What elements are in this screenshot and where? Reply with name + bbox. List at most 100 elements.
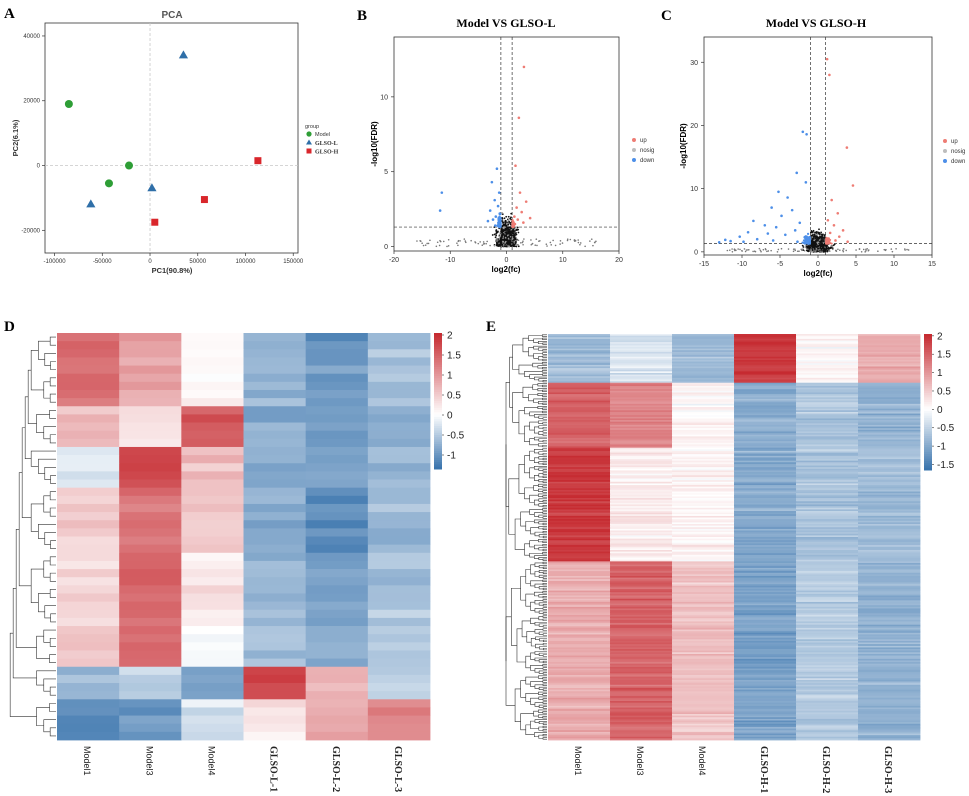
volcano-b-down-point — [440, 191, 444, 194]
volcano-b-nosig-point — [566, 238, 569, 241]
heatmap-e-dendrogram-branch — [525, 693, 539, 702]
heatmap-d-cell — [305, 723, 369, 733]
heatmap-e-cell — [796, 428, 859, 431]
heatmap-e-cell — [610, 434, 673, 437]
heatmap-d-cell — [243, 487, 307, 497]
volcano-b-nosig-point — [494, 236, 497, 239]
heatmap-d-cell — [181, 520, 244, 529]
heatmap-e-cell — [796, 520, 859, 523]
heatmap-e-colorbar-segment — [924, 426, 932, 430]
heatmap-d-cell — [305, 650, 369, 659]
heatmap-e-cell — [734, 662, 797, 665]
heatmap-e-cell — [672, 611, 735, 614]
heatmap-d-cell — [119, 666, 182, 676]
pca-point-glso-h — [151, 218, 159, 226]
heatmap-e-cell — [796, 733, 859, 736]
heatmap-e-cell — [734, 540, 797, 543]
volcano-b-nosig-point — [479, 241, 482, 243]
heatmap-d-column-label: GLSO-L-2 — [330, 746, 341, 792]
heatmap-e-cell — [672, 650, 735, 653]
heatmap-e-cell — [734, 392, 797, 395]
heatmap-e-cell — [672, 718, 735, 721]
heatmap-e-cell — [672, 676, 735, 679]
heatmap-e-cell — [548, 408, 611, 411]
heatmap-e-cell — [610, 613, 673, 616]
heatmap-d-cell — [367, 446, 431, 456]
heatmap-d-colorbar-segment — [434, 401, 442, 404]
volcano-b-nosig-point — [577, 241, 580, 244]
heatmap-e-cell — [548, 736, 611, 739]
heatmap-e-cell — [858, 415, 921, 418]
heatmap-e-dendrogram-branch — [542, 410, 547, 414]
heatmap-e-cell — [734, 387, 797, 390]
heatmap-d-dendrogram-branch — [49, 507, 56, 517]
heatmap-e-cell — [734, 402, 797, 405]
heatmap-d-cell — [57, 422, 120, 432]
heatmap-e-cell — [858, 678, 921, 681]
heatmap-e-cell — [610, 488, 673, 491]
heatmap-e-cell — [734, 712, 797, 715]
heatmap-e-cell — [672, 562, 735, 566]
volcano-c-nosig-point — [818, 239, 821, 241]
heatmap-e-cell — [858, 647, 921, 650]
heatmap-e-cell — [734, 377, 797, 380]
panel-letter-e: E — [486, 319, 496, 335]
heatmap-e-cell — [672, 725, 735, 728]
heatmap-e-cell — [858, 353, 921, 356]
volcano-c-down-point — [790, 208, 794, 212]
heatmap-e-cell — [734, 444, 797, 447]
heatmap-d-cell — [57, 495, 120, 505]
heatmap-d-cell — [119, 674, 182, 684]
volcano-b-nosig-point — [579, 242, 582, 244]
heatmap-e-cell — [548, 675, 611, 678]
volcano-c-nosig-point — [864, 251, 866, 253]
heatmap-e-cell — [672, 636, 735, 639]
heatmap-e-cell — [548, 595, 611, 598]
heatmap-e-cell — [796, 501, 859, 504]
heatmap-d-cell — [305, 341, 369, 350]
heatmap-e-cell — [672, 618, 735, 621]
heatmap-e-cell — [796, 689, 859, 692]
heatmap-e-cell — [548, 392, 611, 395]
heatmap-e-cell — [548, 372, 611, 375]
heatmap-e-cell — [610, 632, 673, 635]
heatmap-e-cell — [734, 694, 797, 697]
pca-y-tick-label: 20000 — [23, 99, 40, 105]
heatmap-e-cell — [858, 346, 921, 350]
heatmap-e-cell — [672, 527, 735, 530]
heatmap-e-cell — [858, 527, 921, 530]
heatmap-e-cell — [734, 369, 797, 372]
heatmap-e-colorbar-segment — [924, 413, 932, 417]
volcano-c-nosig-point — [807, 248, 809, 251]
heatmap-e-cell — [610, 571, 673, 574]
heatmap-e-cell — [548, 475, 611, 478]
heatmap-e-cell — [858, 665, 921, 668]
heatmap-d-cell — [181, 438, 244, 448]
volcano-c-nosig-point — [826, 250, 829, 253]
heatmap-e-cell — [610, 528, 673, 531]
heatmap-e-cell — [858, 619, 921, 622]
heatmap-e-dendrogram-branch — [526, 631, 535, 643]
heatmap-d-dendrogram-branch — [49, 336, 56, 346]
heatmap-e-cell — [796, 437, 859, 440]
heatmap-d-cell — [305, 414, 369, 423]
heatmap-d-cell — [119, 601, 182, 611]
heatmap-e-cell — [548, 421, 611, 424]
heatmap-e-cell — [858, 679, 921, 682]
heatmap-e-cell — [610, 616, 673, 619]
heatmap-e-cell — [610, 342, 673, 345]
heatmap-e-dendrogram-branch — [538, 539, 547, 543]
heatmap-e-cell — [858, 632, 921, 635]
heatmap-e-cell — [672, 462, 735, 465]
volcano-b-nosig-point — [507, 237, 510, 240]
heatmap-e-cell — [672, 340, 735, 343]
volcano-c-nosig-point — [825, 245, 828, 248]
heatmap-e-cell — [672, 532, 735, 535]
heatmap-e-cell — [796, 727, 859, 730]
heatmap-e-cell — [734, 636, 797, 639]
heatmap-e-cell — [858, 649, 921, 652]
legend-model-marker — [306, 131, 312, 137]
heatmap-e-colorbar-label: 1.5 — [937, 350, 951, 361]
heatmap-e-colorbar-segment — [924, 356, 932, 360]
heatmap-e-dendrogram-branch — [542, 358, 547, 362]
